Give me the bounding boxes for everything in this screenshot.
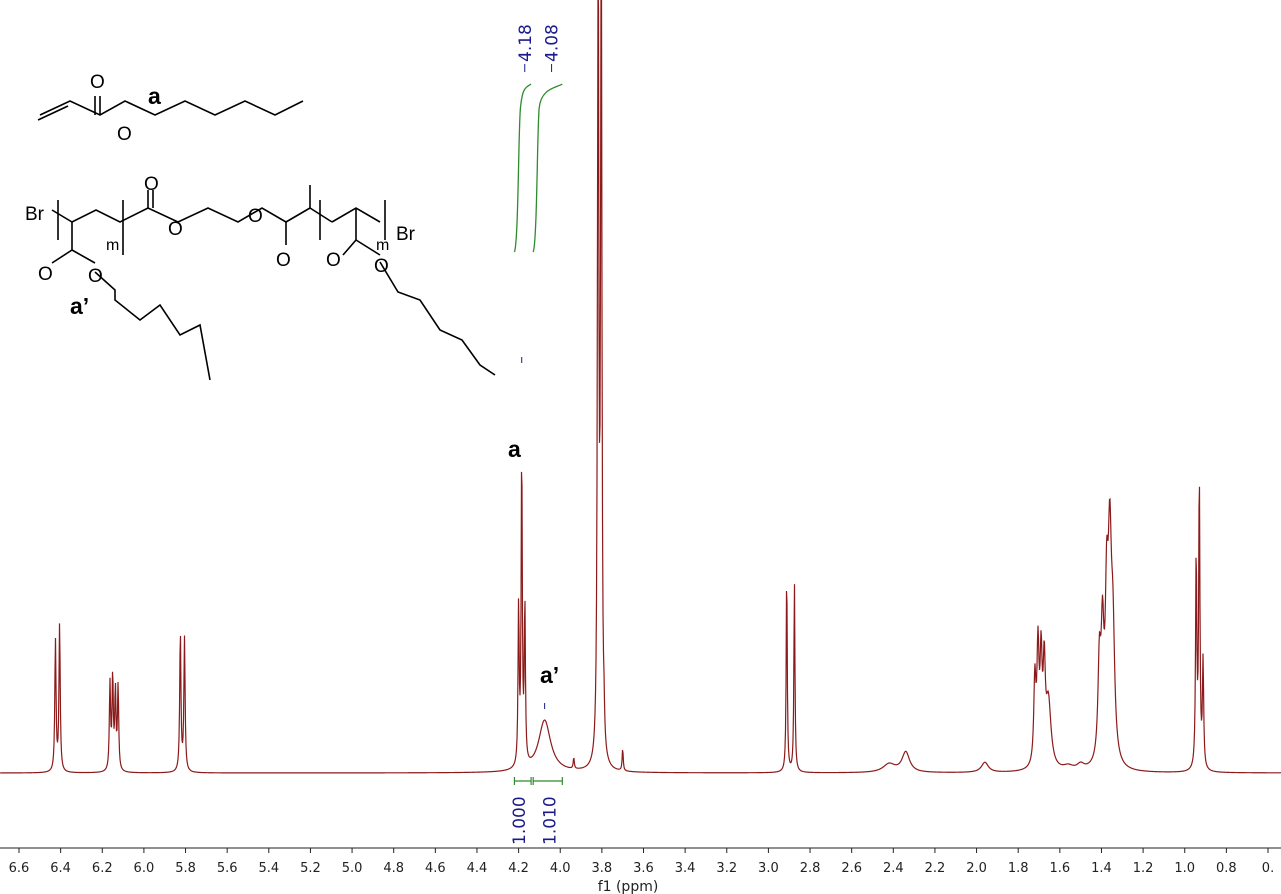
x-tick-label: 5.4 [258, 861, 279, 876]
x-tick-label: 1.6 [1049, 861, 1070, 876]
polymer-carbonyl-o-center: O [276, 250, 291, 271]
polymer-sub-m-left: m [106, 237, 119, 254]
x-tick-label: 3.2 [716, 861, 737, 876]
x-tick-label: 6.6 [9, 861, 30, 876]
x-tick-label: 6.4 [50, 861, 71, 876]
polymer-carbonyl-o-left: O [144, 174, 159, 195]
monomer-ester-o: O [117, 124, 132, 145]
x-axis: 6.6 6.4 6.2 6.0 5.8 5.6 5.4 5.2 5.0 4.8 4.6 4.4 4.2 4… [0, 847, 1281, 876]
x-tick-label: 2.0 [966, 861, 987, 876]
polymer-ester-o-left: O [168, 219, 183, 240]
polymer-sub-m-right: m [376, 237, 389, 254]
x-tick-label: 1.8 [1008, 861, 1029, 876]
x-tick-label: 2.2 [925, 861, 946, 876]
spectrum-trace [0, 0, 1281, 774]
polymer-label-a-prime: a’ [70, 293, 89, 319]
polymer-br-left: Br [25, 204, 45, 225]
x-tick-label: 6.0 [134, 861, 155, 876]
x-tick-label: 3.8 [592, 861, 613, 876]
spectrum-trace-group [0, 0, 1281, 774]
integral-curves: 1.000 1.010 [510, 83, 563, 845]
x-tick-label: 3.4 [675, 861, 696, 876]
structure-labels: a O O Br m O O O O O O a’ m Br O O [25, 72, 416, 319]
polymer-ester-o-side-right: O [374, 256, 389, 277]
integral-curve [532, 83, 563, 253]
integral-value-label: 1.000 [510, 796, 530, 845]
x-tick-label: 5.8 [175, 861, 196, 876]
integral-value-label: 1.010 [541, 796, 561, 845]
x-tick-label: 2.8 [800, 861, 821, 876]
x-tick-label: 4.0 [550, 861, 571, 876]
x-tick-label: 4.2 [508, 861, 529, 876]
x-tick-label: 4.4 [467, 861, 488, 876]
chemical-structure-drawing [37, 96, 496, 381]
peak-ppm-label: 4.18 [516, 24, 536, 62]
spectrum-annotation: a [508, 436, 521, 462]
x-tick-label: 6.2 [92, 861, 113, 876]
x-tick-label: 2.4 [883, 861, 904, 876]
x-tick-label: 1.2 [1133, 861, 1154, 876]
x-tick-label: 1.0 [1174, 861, 1195, 876]
polymer-ester-o-side-left: O [88, 266, 103, 287]
x-tick-label: 4.8 [383, 861, 404, 876]
x-tick-label: 1.4 [1091, 861, 1112, 876]
x-tick-label: 4.6 [425, 861, 446, 876]
polymer-carbonyl-o-side-left: O [38, 264, 53, 285]
polymer-carbonyl-o-side-right: O [326, 250, 341, 271]
x-tick-label: 2.6 [841, 861, 862, 876]
x-tick-label: 3.0 [758, 861, 779, 876]
x-tick-label: 5.2 [300, 861, 321, 876]
peak-labels: 4.18 4.08 a a’ [508, 24, 563, 709]
x-tick-label: 5.0 [342, 861, 363, 876]
x-tick-label: 0.8 [1216, 861, 1237, 876]
monomer-carbonyl-o: O [90, 72, 105, 93]
monomer-label-a: a [148, 83, 161, 109]
x-tick-label: 0. [1262, 861, 1274, 876]
peak-ppm-label: 4.08 [543, 24, 563, 62]
x-tick-label: 5.6 [217, 861, 238, 876]
spectrum-annotation: a’ [540, 662, 559, 688]
polymer-br-right: Br [396, 224, 416, 245]
x-tick-label: 3.6 [633, 861, 654, 876]
polymer-ester-o-center: O [248, 206, 263, 227]
integral-curve [513, 83, 532, 253]
x-axis-title: f1 (ppm) [598, 879, 659, 894]
